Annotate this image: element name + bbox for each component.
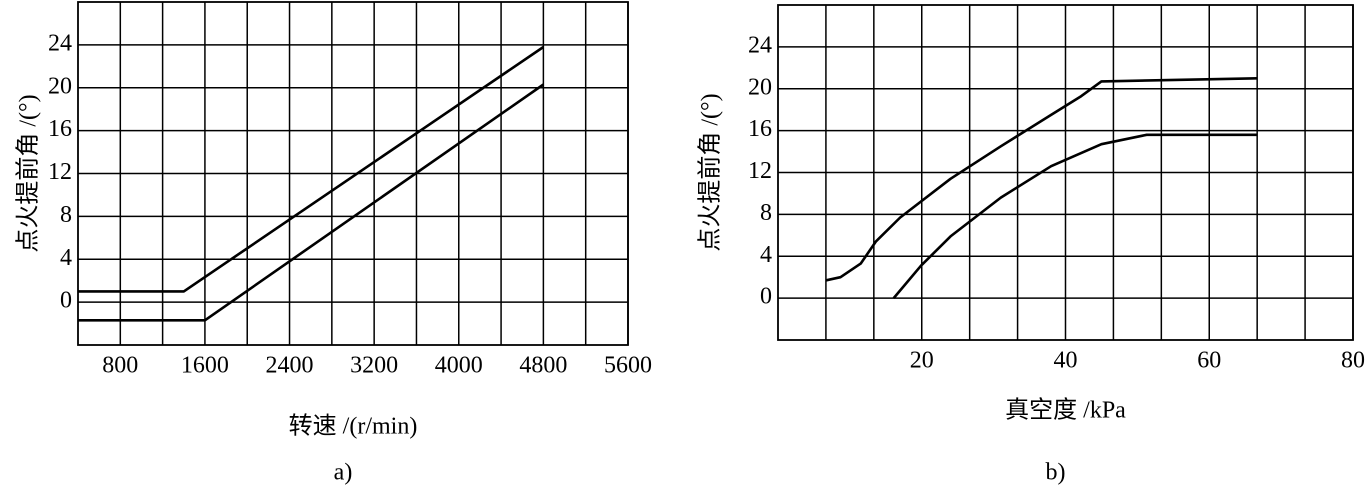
y-tick-label: 0 [760,284,772,310]
x-tick-label: 60 [1197,348,1221,374]
plot-frame [77,1,629,346]
x-tick-label: 5600 [604,353,652,379]
x-tick-label: 3200 [350,353,398,379]
y-tick-label: 8 [760,200,772,226]
y-tick-label: 24 [748,32,772,58]
y-tick-label: 0 [60,288,72,314]
curve [825,77,1258,282]
x-tick-label: 800 [102,353,138,379]
curve [78,45,545,293]
y-axis-label: 点火提前角 /(°) [697,93,724,251]
x-axis-label: 真空度 /kPa [1005,397,1126,424]
x-tick-label: 4800 [519,353,567,379]
caption: a) [334,460,353,486]
caption: b) [1046,460,1066,486]
x-tick-label: 4000 [435,353,483,379]
y-tick-label: 20 [48,73,72,99]
x-tick-label: 80 [1341,348,1365,374]
curve [78,83,545,322]
x-tick-label: 1600 [181,353,229,379]
plot-frame [777,4,1354,341]
y-tick-label: 16 [748,116,772,142]
y-axis-label: 点火提前角 /(°) [15,94,42,252]
y-tick-label: 4 [760,242,772,268]
y-tick-label: 8 [60,202,72,228]
y-tick-label: 16 [48,116,72,142]
y-tick-label: 24 [48,30,72,56]
y-tick-label: 12 [48,159,72,185]
x-tick-label: 40 [1054,348,1078,374]
x-tick-label: 20 [910,348,934,374]
x-axis-label: 转速 /(r/min) [289,413,418,440]
curve [892,133,1258,299]
y-tick-label: 12 [748,158,772,184]
x-tick-label: 2400 [266,353,314,379]
y-tick-label: 20 [748,74,772,100]
y-tick-label: 4 [60,245,72,271]
